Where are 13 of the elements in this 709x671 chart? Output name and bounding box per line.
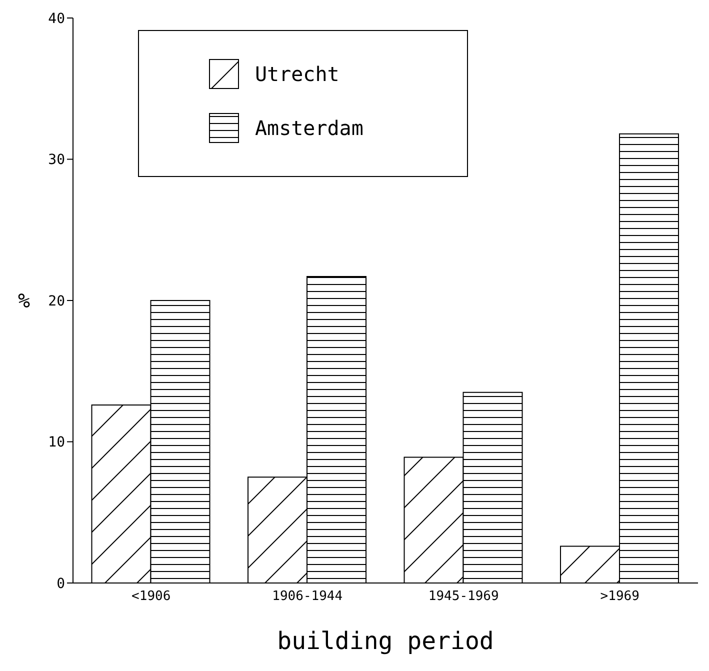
y-tick-label: 0 [56, 576, 65, 592]
x-tick-label: <1906 [132, 589, 171, 604]
legend-label: Utrecht [255, 62, 340, 86]
x-tick-label: >1969 [600, 589, 640, 604]
y-tick-label: 30 [48, 152, 65, 168]
legend-label: Amsterdam [255, 116, 364, 140]
y-tick-label: 10 [48, 434, 65, 451]
y-tick-label: 20 [48, 293, 65, 310]
y-tick-label: 40 [48, 10, 65, 27]
x-tick-label: 1906-1944 [272, 589, 343, 604]
x-tick-label: 1945-1969 [428, 589, 499, 604]
y-axis-title: % [18, 288, 30, 313]
x-axis-title: building period [277, 627, 494, 655]
